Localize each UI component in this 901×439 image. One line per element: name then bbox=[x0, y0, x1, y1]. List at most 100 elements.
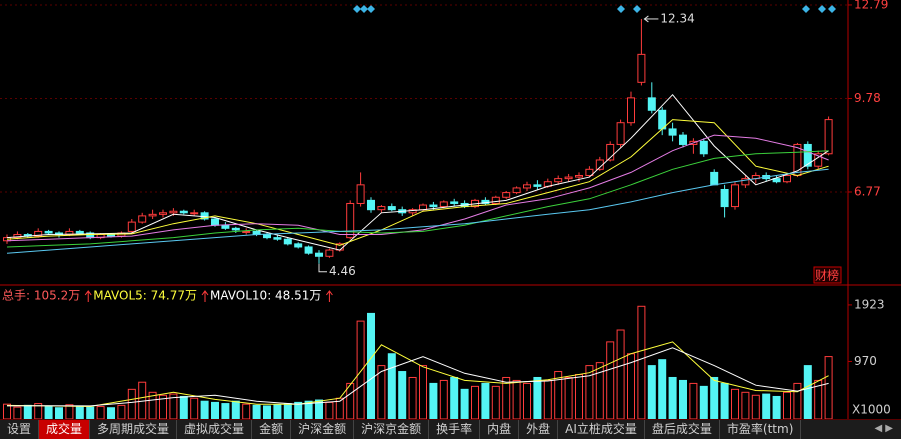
tab[interactable]: AI立桩成交量 bbox=[558, 420, 645, 439]
ma-line bbox=[6, 347, 829, 407]
scroll-arrows[interactable]: ◀ ▶ bbox=[874, 423, 893, 434]
tab[interactable]: 换手率 bbox=[429, 420, 481, 439]
volume-bar bbox=[481, 382, 490, 419]
candle-body bbox=[44, 230, 53, 234]
candle-body bbox=[647, 97, 656, 111]
volume-bar bbox=[13, 406, 22, 419]
tab[interactable]: 盘后成交量 bbox=[645, 420, 720, 439]
tab[interactable]: 内盘 bbox=[480, 420, 520, 439]
candle-body bbox=[242, 230, 251, 233]
volume-bar bbox=[325, 401, 334, 419]
volume-bar bbox=[429, 382, 438, 419]
tab-bar: 设置 成交量 多周期成交量 虚拟成交量 金额 沪深金额 沪深京金额 换手率 内盘 外盘 AI立桩成交… bbox=[0, 419, 901, 439]
volume-bar bbox=[543, 379, 552, 419]
candle-body bbox=[491, 196, 500, 204]
volume-bar bbox=[398, 371, 407, 419]
tab[interactable]: 沪深金额 bbox=[291, 420, 355, 439]
event-marker bbox=[818, 5, 826, 13]
event-marker bbox=[360, 5, 368, 13]
volume-bar bbox=[304, 400, 313, 419]
y-tick-label: 970 bbox=[854, 354, 877, 368]
candle-body bbox=[803, 143, 812, 167]
candle-body bbox=[783, 175, 791, 183]
annotation-line bbox=[318, 263, 327, 273]
event-marker bbox=[802, 5, 810, 13]
volume-bar bbox=[242, 403, 251, 419]
volume-bar bbox=[44, 406, 53, 419]
volume-bar bbox=[523, 382, 531, 419]
candle-body bbox=[439, 201, 448, 208]
y-tick-label: 6.77 bbox=[854, 184, 881, 198]
candle-body bbox=[616, 122, 625, 145]
candle-body bbox=[190, 212, 199, 215]
candle-body bbox=[720, 188, 729, 208]
event-marker bbox=[367, 5, 375, 13]
volume-bar bbox=[803, 365, 812, 419]
volume-bar bbox=[731, 388, 739, 419]
candle-body bbox=[221, 224, 230, 229]
volume-bar bbox=[117, 404, 126, 419]
volume-bar bbox=[377, 365, 386, 419]
candle-body bbox=[273, 237, 282, 240]
volume-bar bbox=[658, 359, 667, 419]
tab[interactable]: 多周期成交量 bbox=[90, 420, 178, 439]
candle-body bbox=[627, 97, 635, 124]
volume-bar bbox=[179, 395, 188, 419]
candle-body bbox=[450, 201, 459, 204]
volume-bar bbox=[647, 365, 656, 419]
candle-body bbox=[772, 178, 781, 183]
event-marker bbox=[353, 5, 361, 13]
volume-bar bbox=[96, 406, 105, 419]
tab[interactable]: 外盘 bbox=[519, 420, 559, 439]
tab[interactable]: 虚拟成交量 bbox=[177, 420, 253, 439]
volume-bar bbox=[606, 341, 615, 419]
candle-body bbox=[377, 206, 386, 211]
volume-bar bbox=[263, 405, 271, 419]
volume-bar bbox=[679, 379, 687, 419]
ma-line bbox=[6, 341, 829, 408]
volume-bar bbox=[273, 404, 282, 419]
candle-body bbox=[824, 119, 833, 155]
candle-body bbox=[575, 175, 583, 178]
candle-body bbox=[148, 213, 157, 217]
volume-bar bbox=[231, 400, 240, 419]
volume-bar bbox=[408, 376, 417, 419]
min-label: 4.46 bbox=[329, 264, 356, 278]
volume-bar bbox=[200, 400, 209, 419]
volume-bar bbox=[169, 393, 178, 419]
candle-body bbox=[637, 53, 646, 83]
candle-body bbox=[523, 184, 531, 189]
tab[interactable]: 金额 bbox=[252, 420, 292, 439]
candle-body bbox=[159, 212, 167, 215]
volume-bar bbox=[211, 401, 219, 419]
volume-bar bbox=[294, 401, 303, 419]
volume-bar bbox=[471, 385, 479, 419]
candle-body bbox=[731, 184, 739, 208]
annotation-arrow bbox=[643, 15, 649, 23]
candle-body bbox=[741, 178, 750, 186]
volume-bar bbox=[595, 362, 604, 419]
event-marker bbox=[617, 5, 625, 13]
volume-bar bbox=[699, 385, 708, 419]
candle-body bbox=[179, 210, 188, 214]
volume-bar bbox=[387, 353, 396, 419]
volume-bar bbox=[450, 376, 459, 419]
volume-bar bbox=[127, 388, 136, 419]
candle-body bbox=[512, 187, 521, 194]
volume-bar bbox=[772, 395, 781, 419]
tab[interactable]: 设置 bbox=[0, 420, 40, 439]
tab[interactable]: 市盈率(ttm) bbox=[720, 420, 802, 439]
badge-box bbox=[813, 266, 842, 284]
max-label: 12.34 bbox=[660, 11, 694, 25]
volume-bar bbox=[107, 407, 115, 419]
volume-bar bbox=[439, 379, 448, 419]
candle-body bbox=[533, 184, 542, 187]
candle-body bbox=[408, 209, 417, 214]
ma-line bbox=[6, 134, 829, 242]
badge: 财榜 bbox=[815, 268, 839, 283]
candle-body bbox=[429, 204, 438, 208]
volume-bar bbox=[751, 394, 760, 419]
tab[interactable]: 成交量 bbox=[39, 420, 91, 439]
tab[interactable]: 沪深京金额 bbox=[354, 420, 430, 439]
candle-body bbox=[699, 140, 708, 155]
